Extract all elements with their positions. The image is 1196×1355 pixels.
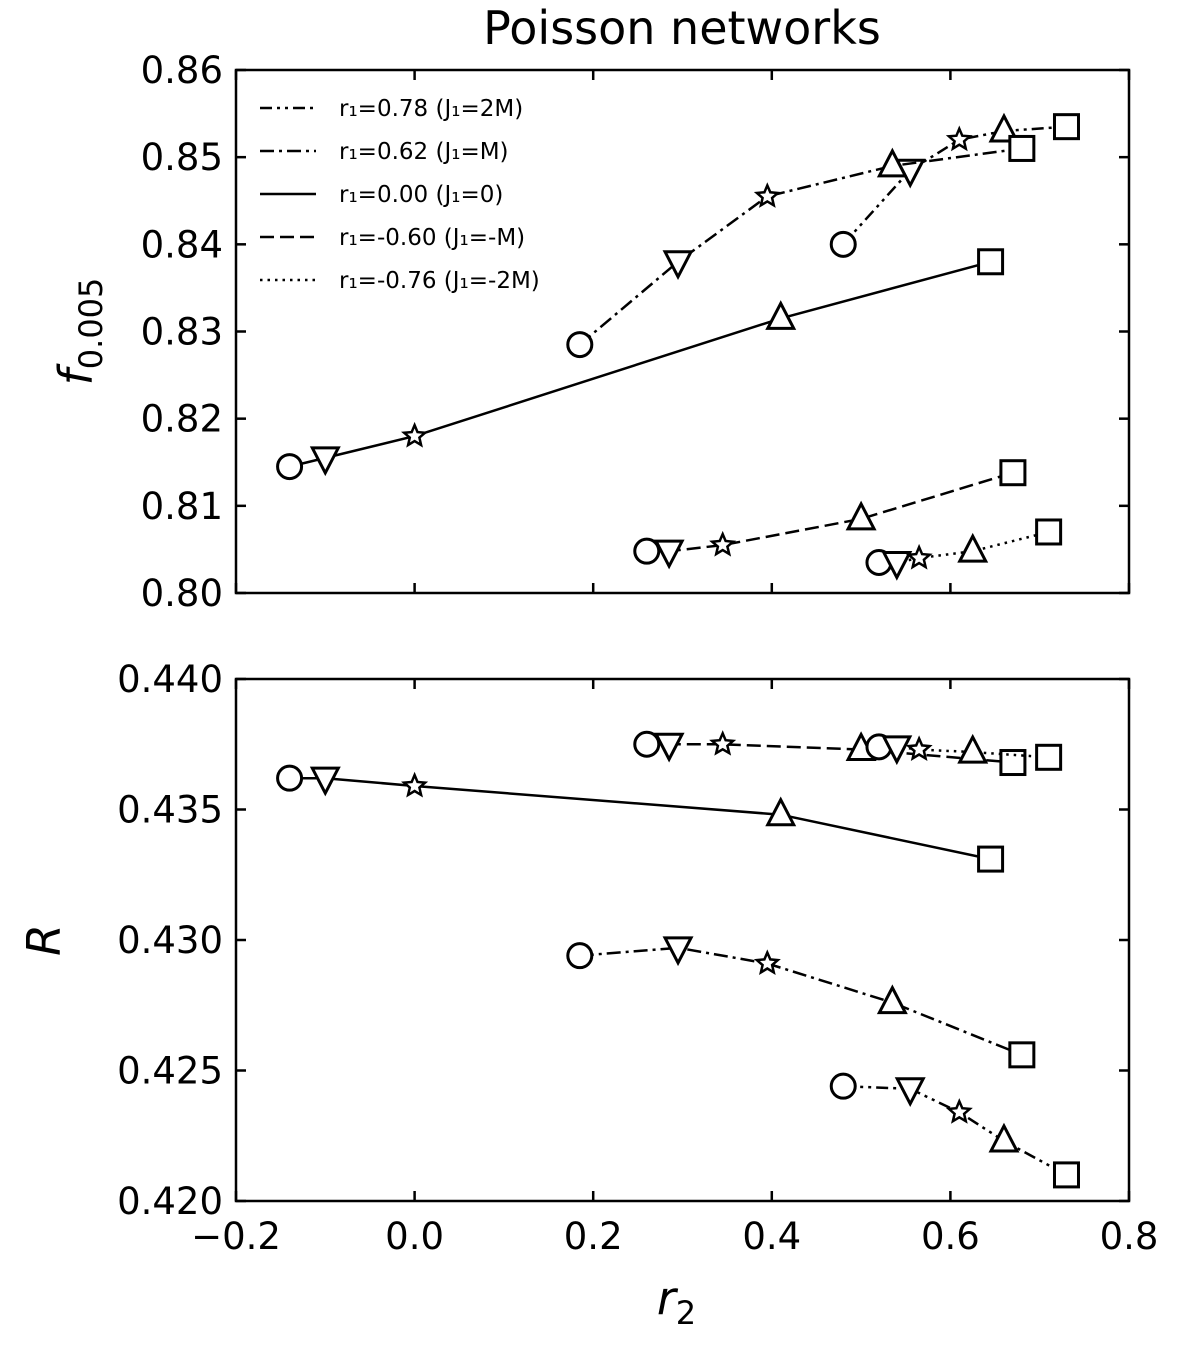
y-tick-label: 0.83 <box>141 311 223 354</box>
y-axis-label-main: R <box>17 924 71 956</box>
x-tick-label: −0.2 <box>191 1215 281 1258</box>
plot-frame <box>234 677 1131 1203</box>
marker-star <box>709 730 737 756</box>
marker-square <box>999 749 1027 777</box>
legend-label: r₁=-0.76 (J₁=-2M) <box>339 268 540 294</box>
marker-circle <box>829 230 857 258</box>
legend-label: r₁=-0.60 (J₁=-M) <box>339 225 525 251</box>
y-tick-label: 0.86 <box>141 49 223 92</box>
series-line <box>646 471 1014 553</box>
marker-square <box>1052 1161 1080 1189</box>
marker-triangle-down <box>653 539 685 570</box>
marker-star <box>945 125 973 152</box>
x-tick-label: 0.0 <box>385 1215 444 1258</box>
series-line <box>646 743 1014 764</box>
y-tick-label: 0.84 <box>141 223 223 266</box>
marker-circle <box>566 942 594 970</box>
legend-label: r₁=0.78 (J₁=2M) <box>339 96 523 122</box>
plot-frame <box>234 68 1131 595</box>
marker-triangle-down <box>881 735 913 766</box>
marker-circle <box>276 453 304 481</box>
series-line <box>879 530 1049 564</box>
marker-triangle-down <box>309 766 341 797</box>
marker-square <box>999 459 1027 487</box>
marker-circle <box>566 331 594 359</box>
marker-triangle-up <box>876 984 908 1015</box>
marker-triangle-up <box>765 796 797 827</box>
x-tick-label: 0.4 <box>742 1215 801 1258</box>
x-axis-label: r2 <box>657 1271 696 1332</box>
marker-triangle-down <box>653 732 685 763</box>
marker-triangle-up <box>957 532 989 563</box>
legend-label: r₁=0.62 (J₁=M) <box>339 139 509 165</box>
marker-star <box>753 182 781 208</box>
marker-circle <box>633 537 661 565</box>
y-tick-label: 0.420 <box>117 1180 223 1223</box>
y-axis-label-sub: 0.005 <box>72 278 110 370</box>
marker-star <box>945 1098 973 1124</box>
chart-layer: 0.800.810.820.830.840.850.86f0.005r₁=0.7… <box>17 49 1158 1332</box>
marker-star <box>753 949 781 976</box>
marker-triangle-up <box>988 1122 1020 1153</box>
marker-triangle-up <box>765 300 797 330</box>
marker-square <box>1008 1041 1036 1069</box>
marker-triangle-down <box>894 1077 926 1108</box>
y-axis-label: R <box>17 924 71 956</box>
marker-triangle-up <box>957 733 989 764</box>
marker-square <box>1035 518 1063 546</box>
marker-square <box>977 845 1005 873</box>
marker-triangle-down <box>881 550 913 581</box>
marker-star <box>709 530 737 557</box>
marker-square <box>1052 113 1080 141</box>
marker-triangle-up <box>876 147 908 178</box>
marker-triangle-up <box>988 112 1020 143</box>
marker-triangle-down <box>309 446 341 477</box>
y-tick-label: 0.85 <box>141 136 223 179</box>
y-tick-label: 0.80 <box>141 572 223 615</box>
marker-triangle-up <box>845 500 877 531</box>
series-line <box>579 946 1023 1056</box>
chart-title: Poisson networks <box>483 1 881 55</box>
series-line <box>843 1084 1068 1176</box>
y-tick-label: 0.425 <box>117 1050 223 1093</box>
legend: r₁=0.78 (J₁=2M) r₁=0.62 (J₁=M) r₁=0.00 (J₁… <box>260 96 540 294</box>
marker-star <box>905 543 933 570</box>
x-axis-label-sub: 2 <box>676 1294 696 1332</box>
marker-square <box>1035 743 1063 771</box>
marker-star <box>905 735 933 762</box>
panel-2: −0.2 0.0 0.2 0.4 0.6 0.8 0.420 0.425 0.430 0.435 0… <box>17 658 1158 1258</box>
panel-1: 0.80 0.81 0.82 0.83 0.84 0.85 0.86 f0.005 r₁=0.7… <box>49 49 1131 615</box>
legend-label: r₁=0.00 (J₁=0) <box>339 182 503 208</box>
y-tick-label: 0.440 <box>117 658 223 701</box>
y-axis-label: f0.005 <box>49 278 110 386</box>
marker-square <box>977 248 1005 276</box>
x-tick-label: 0.8 <box>1100 1215 1159 1258</box>
x-tick-label: 0.2 <box>564 1215 623 1258</box>
y-tick-label: 0.435 <box>117 789 223 832</box>
x-axis-label-main: r <box>657 1271 679 1325</box>
marker-star <box>401 421 429 448</box>
marker-square <box>1008 134 1036 162</box>
marker-circle <box>276 764 304 792</box>
marker-star <box>401 771 429 798</box>
series-line <box>289 776 991 861</box>
marker-circle <box>633 730 661 758</box>
marker-triangle-down <box>662 250 694 281</box>
y-tick-label: 0.81 <box>141 485 223 528</box>
marker-circle <box>829 1072 857 1100</box>
marker-triangle-down <box>662 936 694 967</box>
x-tick-label: 0.6 <box>921 1215 980 1258</box>
series-line <box>578 147 1022 346</box>
y-tick-label: 0.430 <box>117 919 223 962</box>
y-tick-label: 0.82 <box>141 398 223 441</box>
